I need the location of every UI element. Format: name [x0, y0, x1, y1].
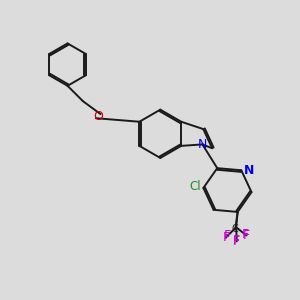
Text: C: C [232, 224, 239, 234]
Text: F: F [242, 228, 249, 242]
Text: O: O [93, 110, 103, 123]
Text: N: N [198, 138, 207, 151]
Text: F: F [233, 234, 240, 247]
Text: Cl: Cl [189, 180, 201, 193]
Text: N: N [244, 164, 254, 177]
Text: F: F [243, 229, 250, 242]
Text: F: F [222, 231, 230, 244]
Text: F: F [224, 229, 231, 242]
Text: F: F [233, 235, 240, 248]
